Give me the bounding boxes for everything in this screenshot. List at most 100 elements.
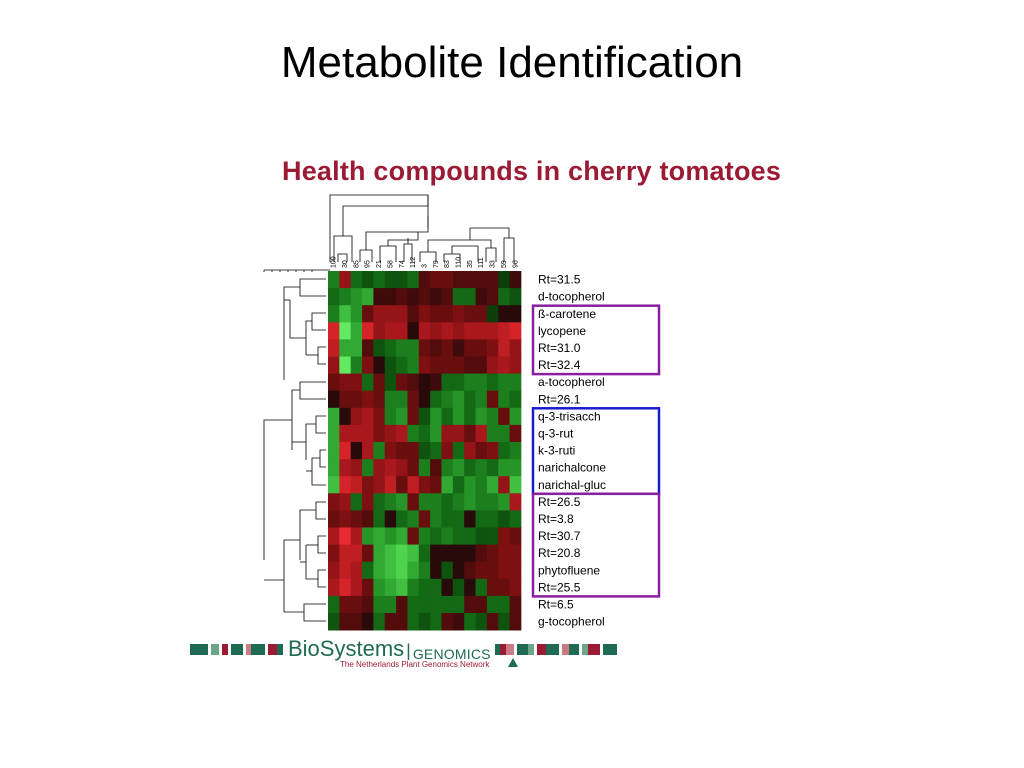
- heatmap-cell: [475, 271, 488, 289]
- heatmap-cell: [339, 322, 352, 340]
- row-label: Rt=3.8: [538, 512, 574, 526]
- heatmap-cell: [407, 527, 420, 545]
- heatmap-cell: [430, 510, 442, 528]
- heatmap-cell: [362, 459, 374, 477]
- heatmap-cell: [498, 613, 510, 631]
- heatmap-cell: [430, 271, 442, 289]
- footer-stripe: [582, 644, 588, 655]
- heatmap-cell: [373, 288, 386, 306]
- heatmap-cell: [407, 271, 420, 289]
- heatmap-cell: [475, 510, 488, 528]
- heatmap-cell: [362, 442, 374, 460]
- heatmap-cell: [441, 339, 454, 357]
- heatmap-cell: [328, 459, 340, 477]
- heatmap-cell: [441, 544, 454, 563]
- heatmap-cell: [384, 305, 397, 323]
- heatmap-cell: [464, 510, 476, 528]
- footer-stripe: [265, 644, 268, 655]
- heatmap-cell: [441, 305, 454, 323]
- heatmap-cell: [509, 613, 522, 631]
- heatmap-cell: [373, 271, 386, 289]
- row-label: lycopene: [538, 324, 586, 338]
- network-tagline: The Netherlands Plant Genomics Network: [340, 660, 492, 669]
- heatmap-cell: [475, 424, 488, 443]
- heatmap-cell: [475, 561, 488, 580]
- column-label: 30: [342, 260, 349, 268]
- heatmap-cell: [486, 271, 499, 289]
- heatmap-cell: [384, 476, 397, 494]
- heatmap-cell: [418, 305, 431, 323]
- footer-stripe: [211, 644, 219, 655]
- heatmap-cell: [464, 595, 476, 614]
- heatmap-cell: [328, 305, 340, 323]
- heatmap-cell: [441, 561, 454, 580]
- column-label: 96: [512, 260, 519, 268]
- heatmap-cell: [418, 510, 431, 528]
- heatmap-cell: [384, 390, 397, 409]
- heatmap-cell: [452, 339, 465, 357]
- chart-subtitle: Health compounds in cherry tomatoes: [282, 156, 782, 186]
- heatmap-cell: [452, 424, 465, 443]
- heatmap-cell: [384, 595, 397, 614]
- heatmap-cell: [350, 356, 363, 374]
- heatmap-cell: [373, 305, 386, 323]
- row-label: narichalcone: [538, 461, 606, 475]
- heatmap-cell: [418, 356, 431, 374]
- heatmap-cell: [452, 305, 465, 323]
- heatmap-cell: [407, 322, 420, 340]
- heatmap-cell: [373, 339, 386, 357]
- column-label: 74: [399, 260, 406, 268]
- heatmap-cell: [452, 595, 465, 614]
- heatmap-cell: [486, 595, 499, 614]
- heatmap-cell: [441, 493, 454, 511]
- heatmap-cell: [464, 527, 476, 545]
- heatmap-cell: [407, 288, 420, 306]
- heatmap-cell: [486, 613, 499, 631]
- row-label: q-3-rut: [538, 426, 574, 440]
- heatmap-cell: [407, 544, 420, 563]
- heatmap-cell: [407, 390, 420, 409]
- row-label: Rt=32.4: [538, 358, 581, 372]
- heatmap-cell: [509, 271, 522, 289]
- heatmap-cell: [396, 493, 408, 511]
- heatmap-cell: [486, 493, 499, 511]
- heatmap-cell: [509, 305, 522, 323]
- heatmap-cell: [475, 305, 488, 323]
- brand-sub: GENOMICS: [412, 646, 491, 662]
- heatmap-cell: [339, 476, 352, 494]
- heatmap-cell: [418, 561, 431, 580]
- heatmap-cell: [452, 613, 465, 631]
- footer-stripe: [562, 644, 569, 655]
- heatmap-cell: [362, 339, 374, 357]
- footer-stripe: [246, 644, 251, 655]
- heatmap-cell: [475, 476, 488, 494]
- heatmap-cell: [373, 322, 386, 340]
- heatmap-cell: [396, 561, 408, 580]
- heatmap-cell: [452, 356, 465, 374]
- heatmap-cell: [441, 373, 454, 392]
- heatmap-cell: [362, 493, 374, 511]
- heatmap-cell: [339, 339, 352, 357]
- footer-stripe: [277, 644, 283, 655]
- heatmap-cell: [441, 407, 454, 426]
- heatmap-cell: [498, 544, 510, 563]
- heatmap-cell: [464, 288, 476, 306]
- heatmap-cell: [396, 339, 408, 357]
- heatmap-cell: [384, 613, 397, 631]
- heatmap-cell: [441, 271, 454, 289]
- footer-stripe: [603, 644, 617, 655]
- heatmap-cell: [350, 493, 363, 511]
- heatmap-cell: [373, 613, 386, 631]
- column-labels: 100 30 85 95 21 58 74 112 3 79 83 110 35 111 33 59 96: [331, 256, 520, 268]
- column-label: 3: [421, 264, 428, 268]
- heatmap-cell: [362, 390, 374, 409]
- heatmap-cell: [350, 288, 363, 306]
- heatmap-cell: [430, 339, 442, 357]
- row-label: d-tocopherol: [538, 290, 605, 304]
- heatmap-cell: [396, 356, 408, 374]
- heatmap-cell: [475, 322, 488, 340]
- heatmap-cell: [509, 288, 522, 306]
- heatmap-cell: [441, 476, 454, 494]
- heatmap-cell: [452, 544, 465, 563]
- heatmap-cell: [452, 578, 465, 597]
